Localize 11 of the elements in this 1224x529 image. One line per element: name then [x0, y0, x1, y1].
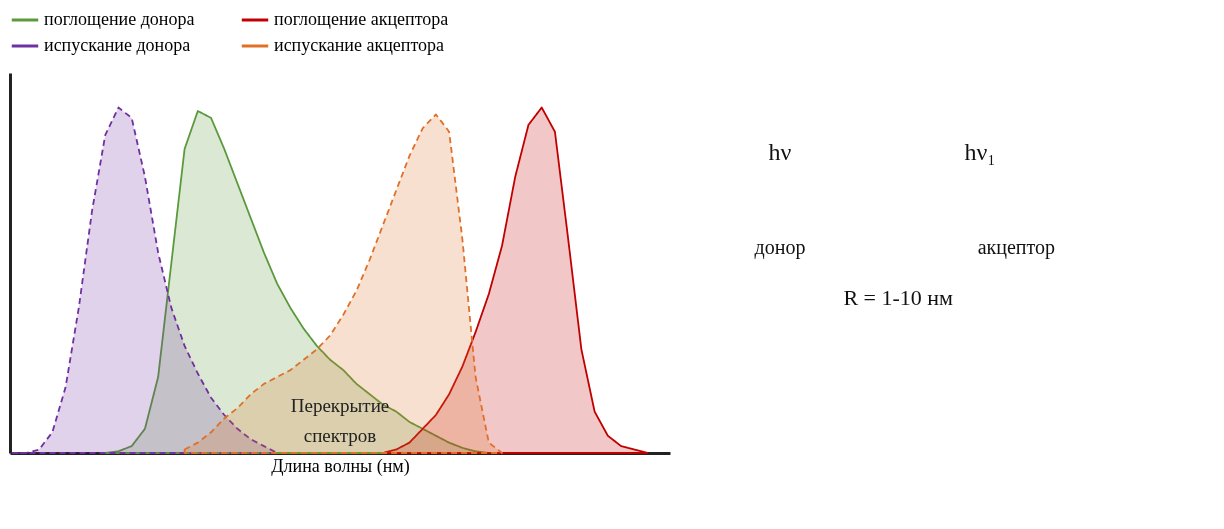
x-axis-title: Длина волны (нм): [271, 455, 410, 477]
text: hν₁: [964, 139, 996, 165]
legend-label: испускание акцептора: [274, 35, 445, 55]
text: донор: [754, 236, 806, 259]
legend-label: поглощение донора: [44, 9, 195, 29]
legend-label: поглощение акцептора: [274, 9, 449, 29]
text: акцептор: [977, 236, 1056, 259]
legend-label: испускание донора: [44, 35, 191, 55]
text: hν: [768, 139, 792, 165]
annotation: Перекрытие спектров: [290, 394, 390, 446]
text: R = 1-10 нм: [843, 285, 954, 310]
